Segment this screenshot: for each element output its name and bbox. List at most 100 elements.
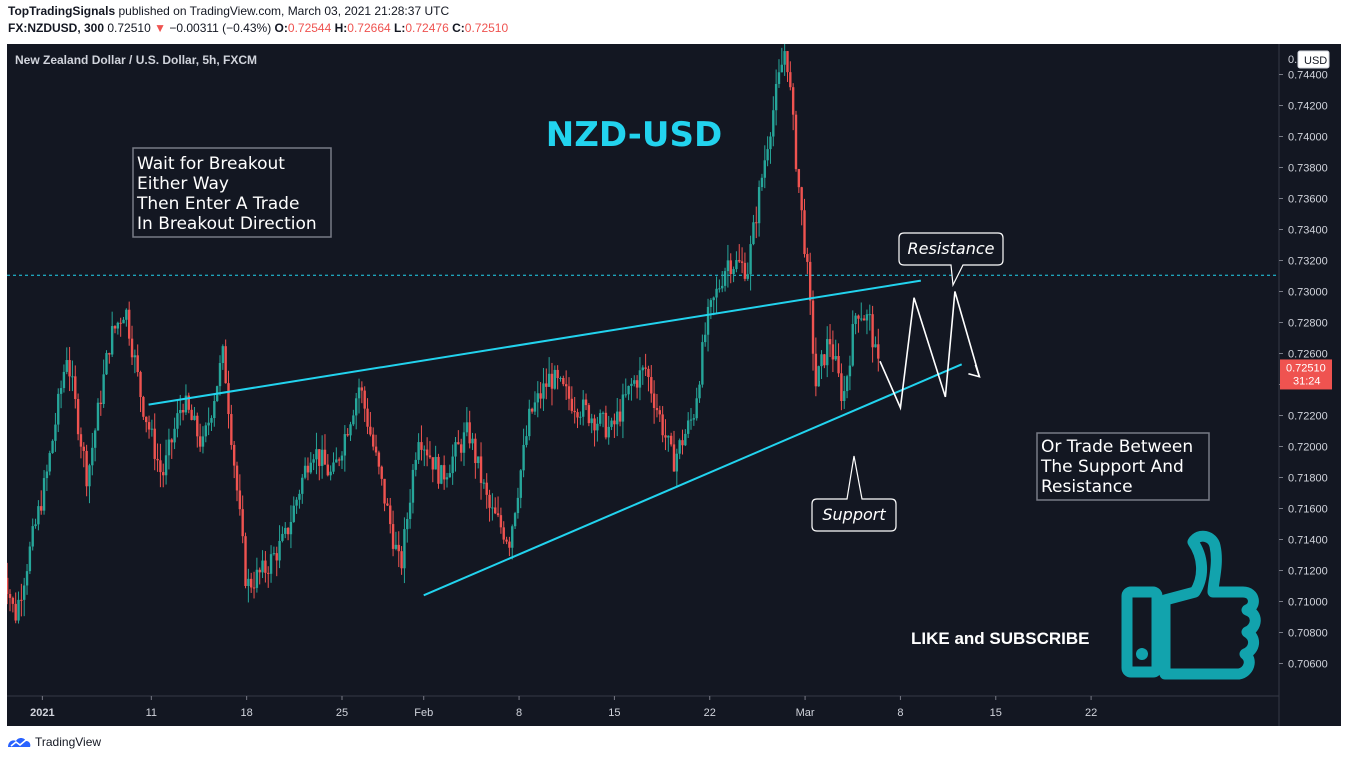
candle-body: [814, 353, 818, 387]
candle-body: [704, 334, 707, 343]
candle-body: [530, 408, 534, 412]
candle-body: [261, 560, 264, 573]
upper-trendline[interactable]: [148, 279, 922, 406]
candle-body: [406, 518, 409, 530]
candle-body: [28, 546, 32, 572]
thumbs-up-icon[interactable]: [1121, 530, 1261, 680]
price-chart[interactable]: New Zealand Dollar / U.S. Dollar, 5h, FX…: [7, 44, 1341, 726]
candle-body: [857, 315, 860, 319]
candle-body: [689, 419, 693, 421]
range-note-box[interactable]: [1036, 432, 1210, 501]
support-callout[interactable]: [811, 455, 897, 532]
candle-body: [760, 177, 764, 188]
author-name[interactable]: TopTradingSignals: [8, 4, 116, 18]
candle-body: [76, 399, 80, 435]
candle-body: [698, 384, 701, 399]
candle-body: [706, 306, 710, 335]
high-value: 0.72664: [347, 21, 391, 35]
candle-body: [238, 490, 242, 510]
candle-body: [647, 368, 650, 378]
candle-body: [712, 297, 715, 301]
candle-body: [159, 460, 162, 473]
y-tick-label: 0.73800: [1288, 163, 1328, 175]
candle-body: [848, 365, 852, 377]
candle-body: [366, 408, 369, 427]
candle-body: [332, 462, 335, 472]
candle-body: [54, 424, 57, 441]
candle-body: [843, 391, 846, 402]
candle-body: [735, 260, 738, 270]
candle-body: [221, 346, 225, 364]
candle-body: [235, 465, 239, 491]
candle-body: [865, 314, 869, 321]
candle-body: [99, 402, 103, 405]
candle-body: [808, 261, 812, 301]
candle-body: [133, 355, 137, 358]
candle-body: [547, 373, 551, 387]
candle-body: [411, 469, 415, 503]
candle-body: [459, 444, 463, 453]
candle-body: [408, 502, 412, 519]
candle-body: [877, 344, 880, 359]
range-note-line: Or Trade Between: [1041, 437, 1193, 457]
candle-body: [162, 472, 165, 476]
candle-body: [394, 544, 398, 549]
candle-body: [91, 447, 94, 466]
y-tick-label: 0.74400: [1288, 70, 1328, 82]
y-tick-label: 0.73400: [1288, 225, 1328, 237]
currency-badge[interactable]: [1297, 50, 1330, 69]
candle-body: [811, 300, 815, 354]
tradingview-footer[interactable]: TradingView: [6, 735, 101, 749]
candle-body: [105, 353, 108, 375]
candle-body: [244, 536, 247, 587]
candle-body: [434, 456, 437, 470]
candle-body: [79, 434, 83, 447]
candle-body: [528, 408, 531, 437]
time-axis[interactable]: 2021 11 18 25 Feb 8 15 22 Mar 8 15 22: [7, 695, 1279, 719]
tradingview-logo-icon: [8, 738, 31, 747]
candle-body: [42, 478, 46, 511]
candle-body: [661, 414, 664, 436]
candle-body: [281, 533, 284, 541]
candle-body: [31, 526, 34, 547]
y-tick-label: 0.71800: [1288, 473, 1328, 485]
candle-body: [522, 444, 525, 471]
candle-body: [88, 465, 91, 487]
candle-body: [71, 376, 74, 378]
candle-body: [516, 497, 520, 514]
candle-body: [729, 260, 732, 274]
range-note-line: Resistance: [1041, 477, 1133, 497]
candle-body: [340, 455, 344, 461]
y-tick-label: 0.73200: [1288, 256, 1328, 268]
candle-body: [607, 426, 610, 438]
y-tick-label: 0.72000: [1288, 442, 1328, 454]
candle-body: [559, 377, 562, 379]
breakout-note-box[interactable]: [132, 147, 332, 238]
candle-body: [454, 442, 457, 457]
candle-body: [102, 374, 105, 405]
candle-body: [834, 356, 837, 360]
candle-body: [62, 371, 66, 389]
lower-trendline[interactable]: [423, 363, 963, 597]
y-tick-label: 0.71600: [1288, 504, 1328, 516]
candle-body: [871, 314, 874, 348]
price-axis[interactable]: 0.70600 0.70800 0.71000 0.71200 0.71400 0.716…: [1278, 44, 1332, 726]
candle-body: [471, 438, 474, 444]
candle-body: [224, 346, 227, 384]
y-tick-label: 0.71000: [1288, 597, 1328, 609]
candle-body: [448, 473, 452, 478]
candle-body: [272, 553, 276, 555]
candle-body: [732, 269, 735, 274]
resistance-callout[interactable]: [898, 232, 1004, 288]
candle-body: [207, 422, 210, 426]
x-tick-label: 15: [608, 707, 620, 719]
candle-body: [23, 585, 26, 600]
candle-body: [59, 388, 63, 394]
candle-body: [20, 599, 23, 601]
x-tick-label: 18: [241, 707, 253, 719]
candle-body: [218, 363, 222, 387]
candle-body: [590, 418, 593, 424]
candle-body: [369, 426, 372, 435]
candle-body: [823, 354, 826, 366]
candle-body: [445, 477, 449, 480]
